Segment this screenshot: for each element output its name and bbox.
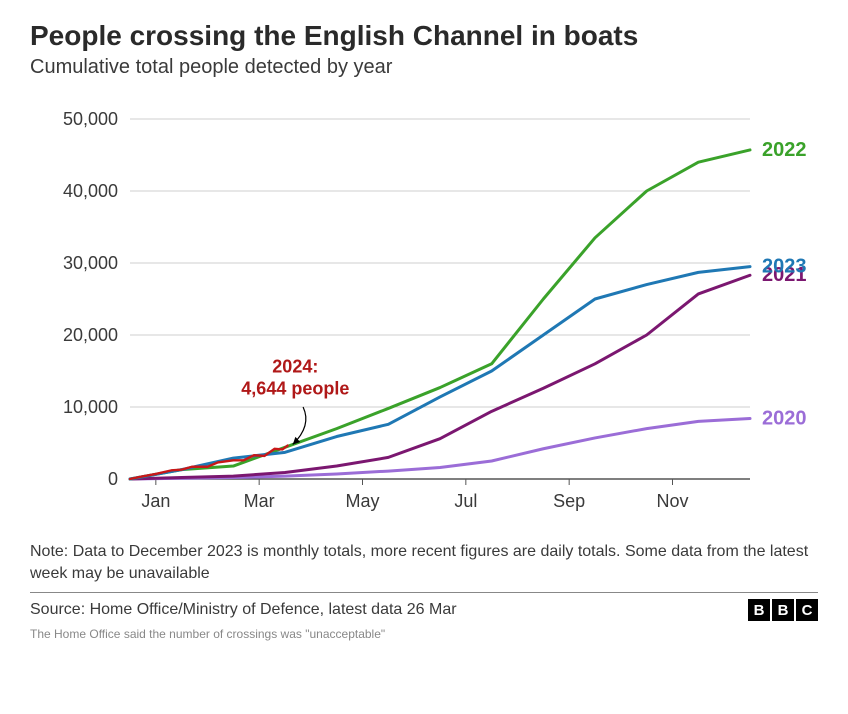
chart-note: Note: Data to December 2023 is monthly t… (30, 541, 818, 584)
annotation-text: 4,644 people (241, 378, 349, 398)
caption: The Home Office said the number of cross… (30, 627, 818, 641)
series-label: 2023 (762, 256, 807, 278)
series-line (130, 275, 750, 479)
annotation-text: 2024: (272, 356, 318, 376)
chart-subtitle: Cumulative total people detected by year (30, 56, 818, 79)
series-line (130, 267, 750, 479)
x-tick-label: Jan (141, 491, 170, 511)
y-tick-label: 10,000 (63, 397, 118, 417)
chart-title: People crossing the English Channel in b… (30, 20, 818, 52)
y-tick-label: 50,000 (63, 109, 118, 129)
bbc-logo-block: C (796, 599, 818, 621)
bbc-logo-block: B (772, 599, 794, 621)
x-tick-label: Sep (553, 491, 585, 511)
series-label: 2022 (762, 139, 807, 161)
y-tick-label: 20,000 (63, 325, 118, 345)
bbc-logo-block: B (748, 599, 770, 621)
y-tick-label: 30,000 (63, 253, 118, 273)
x-tick-label: Mar (244, 491, 275, 511)
bbc-logo: BBC (748, 599, 818, 621)
line-chart: 0 10,000 20,000 30,000 40,000 50,000 Jan Mar May… (30, 99, 818, 529)
series-line (130, 419, 750, 479)
y-tick-label: 0 (108, 469, 118, 489)
y-tick-label: 40,000 (63, 181, 118, 201)
series-label: 2020 (762, 408, 807, 430)
x-tick-label: Nov (656, 491, 688, 511)
separator (30, 592, 818, 593)
x-tick-label: May (345, 491, 379, 511)
chart-source: Source: Home Office/Ministry of Defence,… (30, 601, 457, 619)
annotation-pointer (293, 407, 306, 444)
series-line (130, 150, 750, 479)
x-tick-label: Jul (454, 491, 477, 511)
